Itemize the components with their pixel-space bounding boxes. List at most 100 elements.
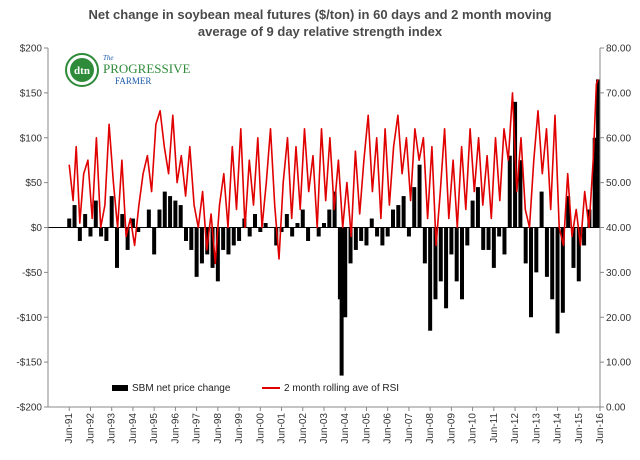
bar-29 [226, 227, 231, 255]
bar-92 [566, 196, 571, 228]
bar-57 [380, 227, 385, 246]
left-tick-label: $100 [20, 133, 43, 144]
bar-71 [454, 227, 459, 282]
bar-18 [168, 196, 173, 228]
bar-27 [215, 227, 220, 282]
bar-58 [385, 227, 390, 237]
bar-21 [184, 227, 188, 241]
left-tick-label: $150 [20, 88, 43, 99]
x-tick-label: Jun-15 [574, 413, 585, 444]
x-tick-label: Jun-13 [531, 413, 542, 444]
bar-90 [555, 227, 560, 334]
bar-76 [481, 227, 486, 250]
bar-17 [162, 191, 167, 228]
left-tick-label: -$100 [16, 313, 42, 324]
bar-86 [534, 227, 539, 273]
bar-19 [173, 200, 178, 228]
bar-6 [99, 227, 104, 237]
bar-93 [571, 227, 576, 268]
bar-9 [115, 227, 119, 268]
logo-mark-text: dtn [74, 65, 90, 77]
bar-23 [194, 227, 199, 277]
bar-77 [486, 227, 491, 250]
left-tick-label: -$200 [16, 403, 42, 414]
x-tick-label: Jun-03 [319, 413, 330, 444]
bar-13 [136, 227, 141, 232]
left-tick-label: $200 [20, 44, 43, 55]
x-tick-label: Jun-97 [192, 413, 203, 444]
x-tick-label: Jun-91 [64, 413, 75, 444]
x-tick-label: Jun-16 [595, 413, 606, 444]
bar-72 [460, 227, 464, 300]
bar-56 [375, 227, 380, 237]
right-tick-label: 80.00 [606, 44, 631, 55]
bar-73 [465, 227, 470, 246]
bar-65 [422, 227, 427, 264]
x-tick-label: Jun-05 [361, 413, 372, 444]
bar-45 [322, 223, 326, 228]
bar-79 [497, 227, 502, 237]
line-series [68, 79, 599, 265]
bar-62 [406, 227, 411, 237]
bar-31 [237, 227, 242, 241]
logo-the-text: The [103, 54, 114, 62]
bar-41 [295, 223, 300, 228]
bar-53 [359, 227, 364, 241]
bar-80 [502, 227, 507, 255]
bar-64 [417, 164, 422, 228]
bar-7 [104, 227, 109, 241]
bar-33 [247, 227, 252, 237]
logo-brand-line-1: PROGRESSIVE [103, 61, 190, 76]
bar-43 [306, 227, 311, 241]
x-tick-label: Jun-00 [255, 413, 266, 444]
x-tick-label: Jun-02 [298, 413, 309, 444]
x-tick-label: Jun-94 [128, 413, 139, 444]
x-tick-label: Jun-11 [489, 413, 500, 443]
x-tick-label: Jun-95 [149, 413, 160, 444]
bar-94 [576, 227, 581, 282]
bar-66 [428, 227, 433, 331]
x-tick-label: Jun-07 [404, 413, 415, 444]
left-tick-label: $50 [25, 178, 42, 189]
bar-74 [470, 200, 475, 228]
bar-87 [539, 191, 544, 228]
bar-34 [253, 214, 257, 228]
bar-42 [300, 209, 305, 228]
x-tick-label: Jun-09 [446, 413, 457, 444]
right-tick-label: 60.00 [606, 133, 631, 144]
bar-36 [263, 223, 268, 228]
bar-83 [518, 160, 523, 228]
bar-59 [391, 209, 395, 228]
left-tick-label: -$50 [22, 268, 42, 279]
left-axis-ticks: -$200 -$150 -$100 -$50 $0 $50 $100 $150 $200 [16, 44, 48, 414]
right-tick-label: 50.00 [606, 178, 631, 189]
legend-label-bars: SBM net price change [132, 383, 231, 394]
bar-68 [438, 227, 443, 282]
left-tick-label: $0 [31, 223, 43, 234]
bar-4 [88, 227, 93, 237]
bar-3 [83, 214, 88, 228]
legend: SBM net price change 2 month rolling ave… [112, 383, 399, 394]
x-tick-label: Jun-06 [383, 413, 394, 444]
x-tick-label: Jun-04 [340, 413, 351, 444]
bar-37 [274, 227, 279, 246]
x-tick-label: Jun-14 [553, 413, 564, 444]
bar-46 [327, 209, 332, 228]
x-tick-label: Jun-08 [425, 413, 436, 444]
legend-bar-swatch [112, 385, 128, 391]
bar-20 [178, 205, 183, 228]
bar-14 [146, 209, 151, 228]
bar-11 [125, 227, 130, 250]
bar-98 [596, 79, 601, 228]
x-tick-label: Jun-93 [107, 413, 118, 444]
bar-1 [72, 205, 77, 228]
bar-30 [231, 227, 236, 246]
bar-10 [120, 214, 125, 228]
x-tick-label: Jun-96 [170, 413, 181, 444]
x-tick-label: Jun-10 [468, 413, 479, 444]
bar-63 [412, 187, 417, 228]
bar-85 [529, 227, 533, 318]
bar-81 [507, 155, 512, 228]
x-tick-label: Jun-01 [277, 413, 288, 444]
